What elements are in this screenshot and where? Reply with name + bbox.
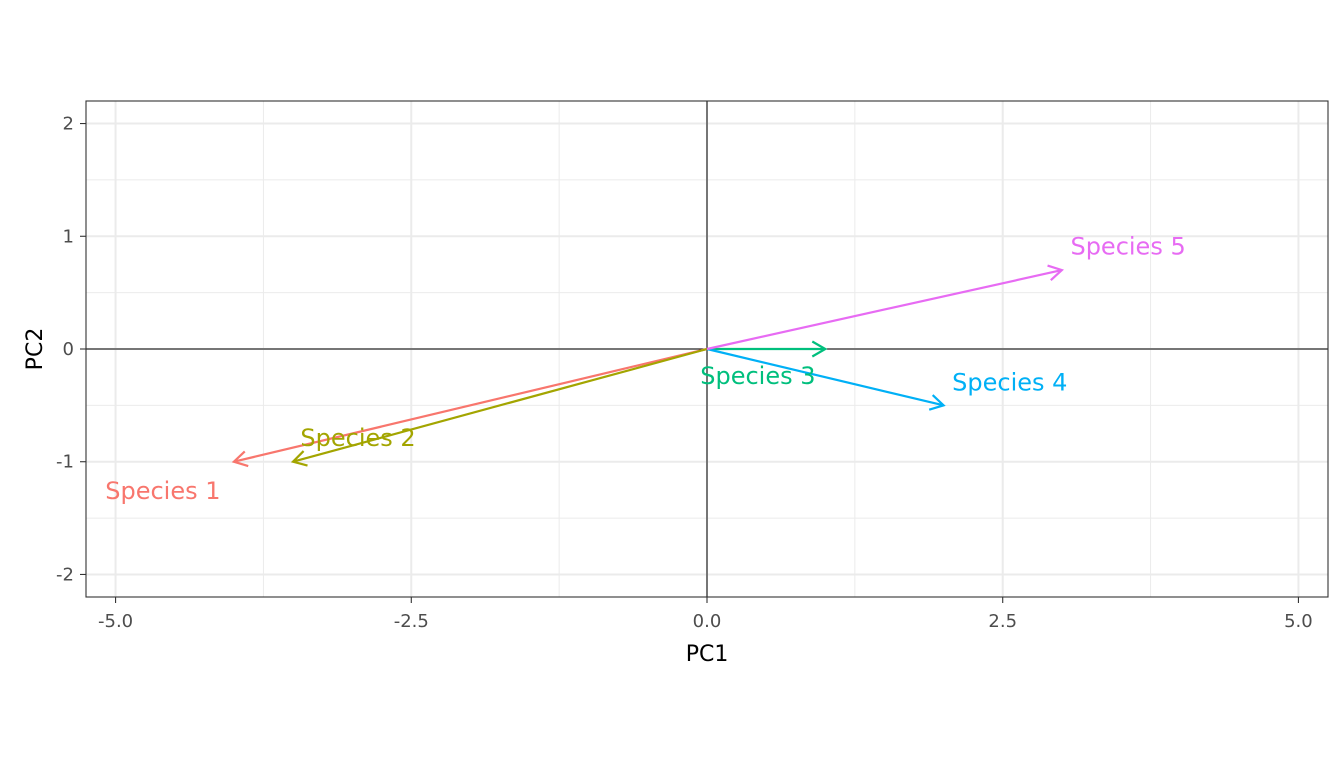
vector-label-species-3: Species 3 <box>700 362 815 390</box>
vector-arrows <box>231 264 1065 468</box>
vector-species-3 <box>707 340 828 358</box>
vector-label-species-2: Species 2 <box>300 424 415 452</box>
arrowhead-species-5 <box>1047 264 1065 282</box>
arrowhead-species-2 <box>290 450 308 467</box>
y-axis-title: PC2 <box>23 328 48 371</box>
y-tick-label: -1 <box>56 452 74 473</box>
vector-line-species-1 <box>233 347 708 463</box>
vector-species-4 <box>706 347 946 411</box>
vector-line-species-5 <box>706 269 1063 351</box>
x-axis: -5.0 -2.5 0.0 2.5 5.0 <box>98 597 1313 632</box>
vector-label-species-4: Species 4 <box>952 369 1067 397</box>
x-tick-label: -2.5 <box>394 611 429 632</box>
y-tick-label: 1 <box>63 226 74 247</box>
y-tick-label: -2 <box>56 564 74 585</box>
y-tick-label: 2 <box>63 114 74 135</box>
y-tick-label: 0 <box>63 339 74 360</box>
arrowhead-species-1 <box>231 450 249 468</box>
vector-species-2 <box>290 347 708 467</box>
arrowhead-species-3 <box>811 340 828 358</box>
x-tick-label: -5.0 <box>98 611 133 632</box>
vector-species-1 <box>231 347 708 468</box>
x-tick-label: 0.0 <box>693 611 722 632</box>
vector-line-species-4 <box>706 347 944 407</box>
vector-line-species-2 <box>292 347 708 463</box>
vector-label-species-1: Species 1 <box>105 477 220 505</box>
x-tick-label: 5.0 <box>1284 611 1313 632</box>
vector-labels: Species 1 Species 2 Species 3 Species 4 Spec… <box>105 232 1185 505</box>
vector-species-5 <box>706 264 1065 351</box>
x-tick-label: 2.5 <box>988 611 1017 632</box>
arrowhead-species-4 <box>928 394 946 411</box>
x-axis-title: PC1 <box>686 642 729 667</box>
vector-label-species-5: Species 5 <box>1070 232 1185 260</box>
y-axis: -2 -1 0 1 2 <box>56 114 86 585</box>
